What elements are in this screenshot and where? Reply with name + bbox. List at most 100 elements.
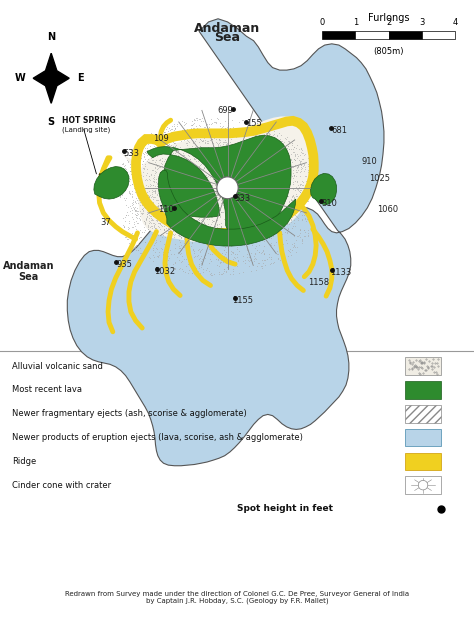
Text: 1060: 1060 — [377, 205, 398, 214]
Point — [237, 176, 245, 186]
Point — [240, 136, 247, 146]
Point — [188, 141, 196, 151]
Point — [233, 175, 240, 185]
Point — [181, 191, 188, 201]
Point — [283, 191, 291, 201]
Point — [213, 200, 221, 210]
Point — [259, 208, 266, 218]
Point — [219, 185, 227, 195]
Point — [123, 232, 130, 242]
Point — [151, 219, 159, 229]
Point — [135, 173, 143, 183]
Point — [176, 210, 183, 220]
Point — [200, 190, 208, 200]
Point — [142, 170, 150, 180]
Point — [191, 205, 199, 215]
Point — [139, 184, 147, 194]
Point — [166, 179, 174, 189]
Point — [187, 214, 194, 224]
Point — [121, 185, 128, 195]
Point — [241, 258, 248, 268]
Point — [269, 223, 276, 233]
Point — [171, 119, 178, 129]
Point — [214, 158, 221, 168]
Point — [222, 208, 230, 218]
Point — [164, 240, 172, 250]
Point — [120, 161, 128, 171]
Polygon shape — [116, 116, 316, 243]
Point — [244, 219, 252, 229]
Point — [200, 264, 207, 274]
Point — [166, 225, 174, 235]
Point — [251, 126, 259, 136]
Point — [140, 151, 147, 162]
Point — [250, 183, 257, 193]
Point — [255, 247, 263, 257]
Point — [150, 220, 157, 230]
Point — [257, 205, 265, 215]
Point — [131, 181, 138, 191]
Point — [152, 188, 159, 198]
Point — [195, 168, 203, 178]
Point — [138, 209, 146, 219]
Point — [212, 137, 219, 147]
Point — [252, 241, 260, 251]
Point — [221, 123, 229, 133]
Point — [144, 209, 151, 219]
Point — [158, 196, 165, 206]
Point — [164, 193, 171, 203]
Point — [169, 135, 177, 145]
Point — [169, 220, 176, 230]
Point — [196, 154, 204, 164]
Point — [199, 244, 206, 254]
Point — [244, 196, 251, 206]
Point — [279, 217, 287, 227]
Point — [189, 123, 196, 133]
Point — [262, 135, 270, 145]
Point — [291, 171, 298, 181]
Point — [279, 161, 286, 171]
Point — [186, 154, 194, 164]
Point — [173, 163, 180, 173]
Point — [201, 210, 209, 220]
Point — [233, 249, 241, 259]
Point — [129, 197, 137, 207]
Point — [257, 213, 265, 223]
Point — [223, 172, 230, 182]
Point — [257, 191, 264, 201]
Point — [178, 257, 185, 267]
Point — [162, 187, 169, 197]
Point — [268, 198, 276, 208]
Point — [246, 219, 254, 229]
Point — [249, 180, 257, 190]
Point — [201, 204, 209, 214]
Point — [231, 232, 239, 242]
Point — [213, 215, 221, 225]
Point — [191, 198, 198, 208]
Point — [154, 213, 161, 223]
Point — [274, 212, 282, 222]
Point — [162, 223, 170, 233]
Point — [151, 239, 159, 249]
Point — [299, 161, 307, 171]
Point — [264, 194, 272, 204]
Point — [287, 195, 295, 205]
Point — [133, 218, 141, 228]
Point — [145, 203, 152, 213]
Point — [219, 187, 227, 197]
Point — [131, 205, 139, 215]
Point — [196, 175, 204, 185]
Point — [223, 178, 230, 188]
Point — [252, 231, 259, 241]
Point — [209, 125, 216, 135]
Point — [175, 177, 183, 187]
Point — [271, 138, 279, 148]
Point — [256, 158, 264, 168]
Point — [268, 195, 276, 205]
Point — [213, 219, 221, 229]
Point — [255, 158, 262, 168]
Point — [165, 202, 173, 212]
Point — [122, 200, 130, 210]
Point — [255, 161, 262, 171]
Point — [162, 228, 169, 238]
